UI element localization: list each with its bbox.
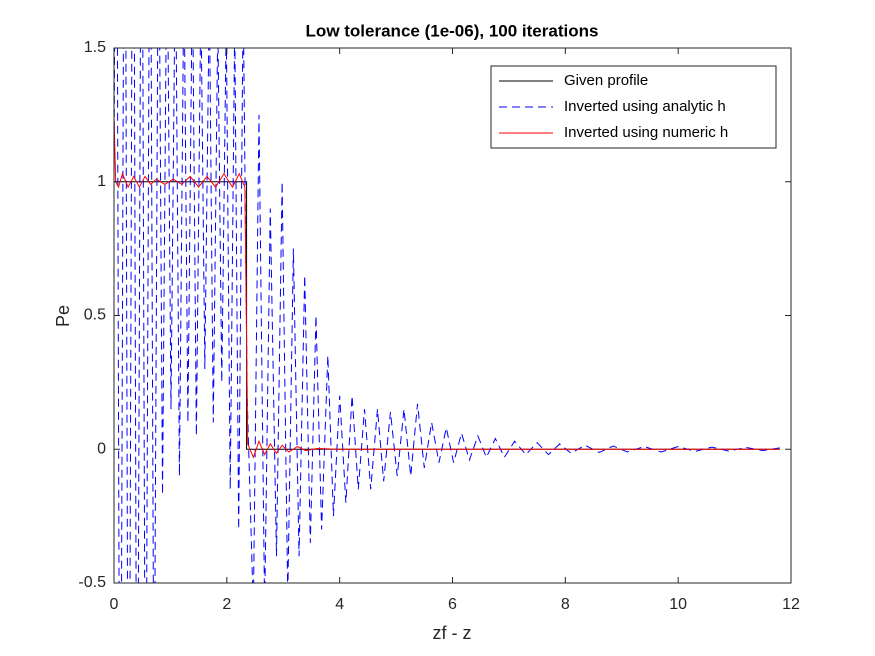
y-tick-label: 1.5 [84,39,106,56]
axes-box [113,47,792,584]
y-tick-label: 0.5 [84,307,106,324]
x-tick-label: 8 [561,596,570,613]
x-tick-label: 6 [448,596,457,613]
y-axis-label: Pe [53,305,73,327]
series-line [114,114,780,459]
legend-label: Inverted using analytic h [564,98,726,115]
legend-label: Inverted using numeric h [564,124,728,141]
legend-label: Given profile [564,72,648,89]
x-axis-label: zf - z [433,623,472,643]
series-line [114,48,780,583]
y-tick-label: -0.5 [78,574,106,591]
y-tick-label: 1 [97,173,106,190]
chart-title: Low tolerance (1e-06), 100 iterations [306,21,599,40]
x-tick-label: 2 [222,596,231,613]
legend: Given profile Inverted using analytic h In… [490,65,777,149]
y-tick-label: 0 [97,440,106,457]
x-tick-label: 12 [782,596,800,613]
x-tick-label: 4 [335,596,344,613]
x-tick-label: 0 [110,596,119,613]
plot-lines [114,48,780,583]
x-tick-label: 10 [669,596,687,613]
